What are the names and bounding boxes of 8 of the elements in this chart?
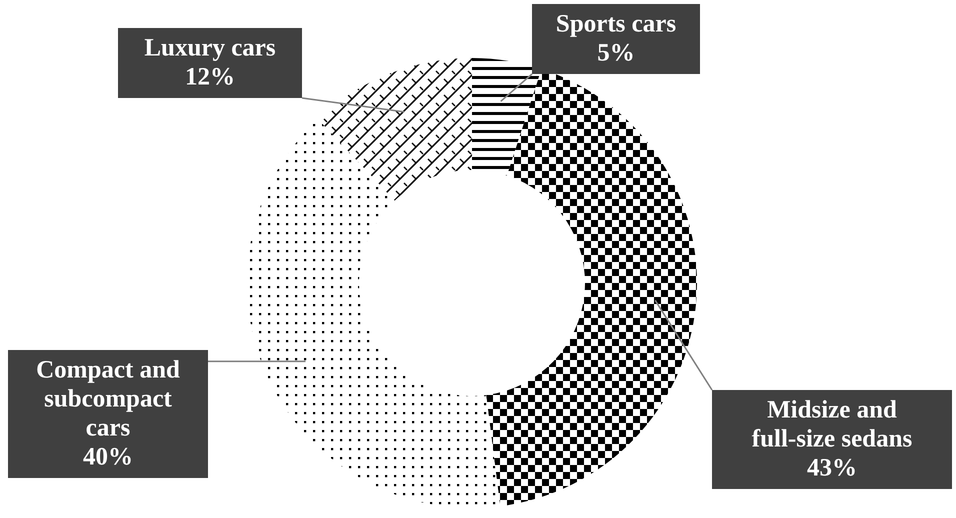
slice-label: Sports cars [556,10,676,38]
data-label: 43% [807,454,857,482]
data-label: 5% [597,39,635,66]
slice-label: Luxury cars [144,34,276,62]
data-label: 12% [185,63,235,90]
slice-label: Compact and subcompact cars [36,356,180,442]
data-label: 40% [83,443,133,470]
slice-label: Midsize and full-size sedans [752,396,912,452]
